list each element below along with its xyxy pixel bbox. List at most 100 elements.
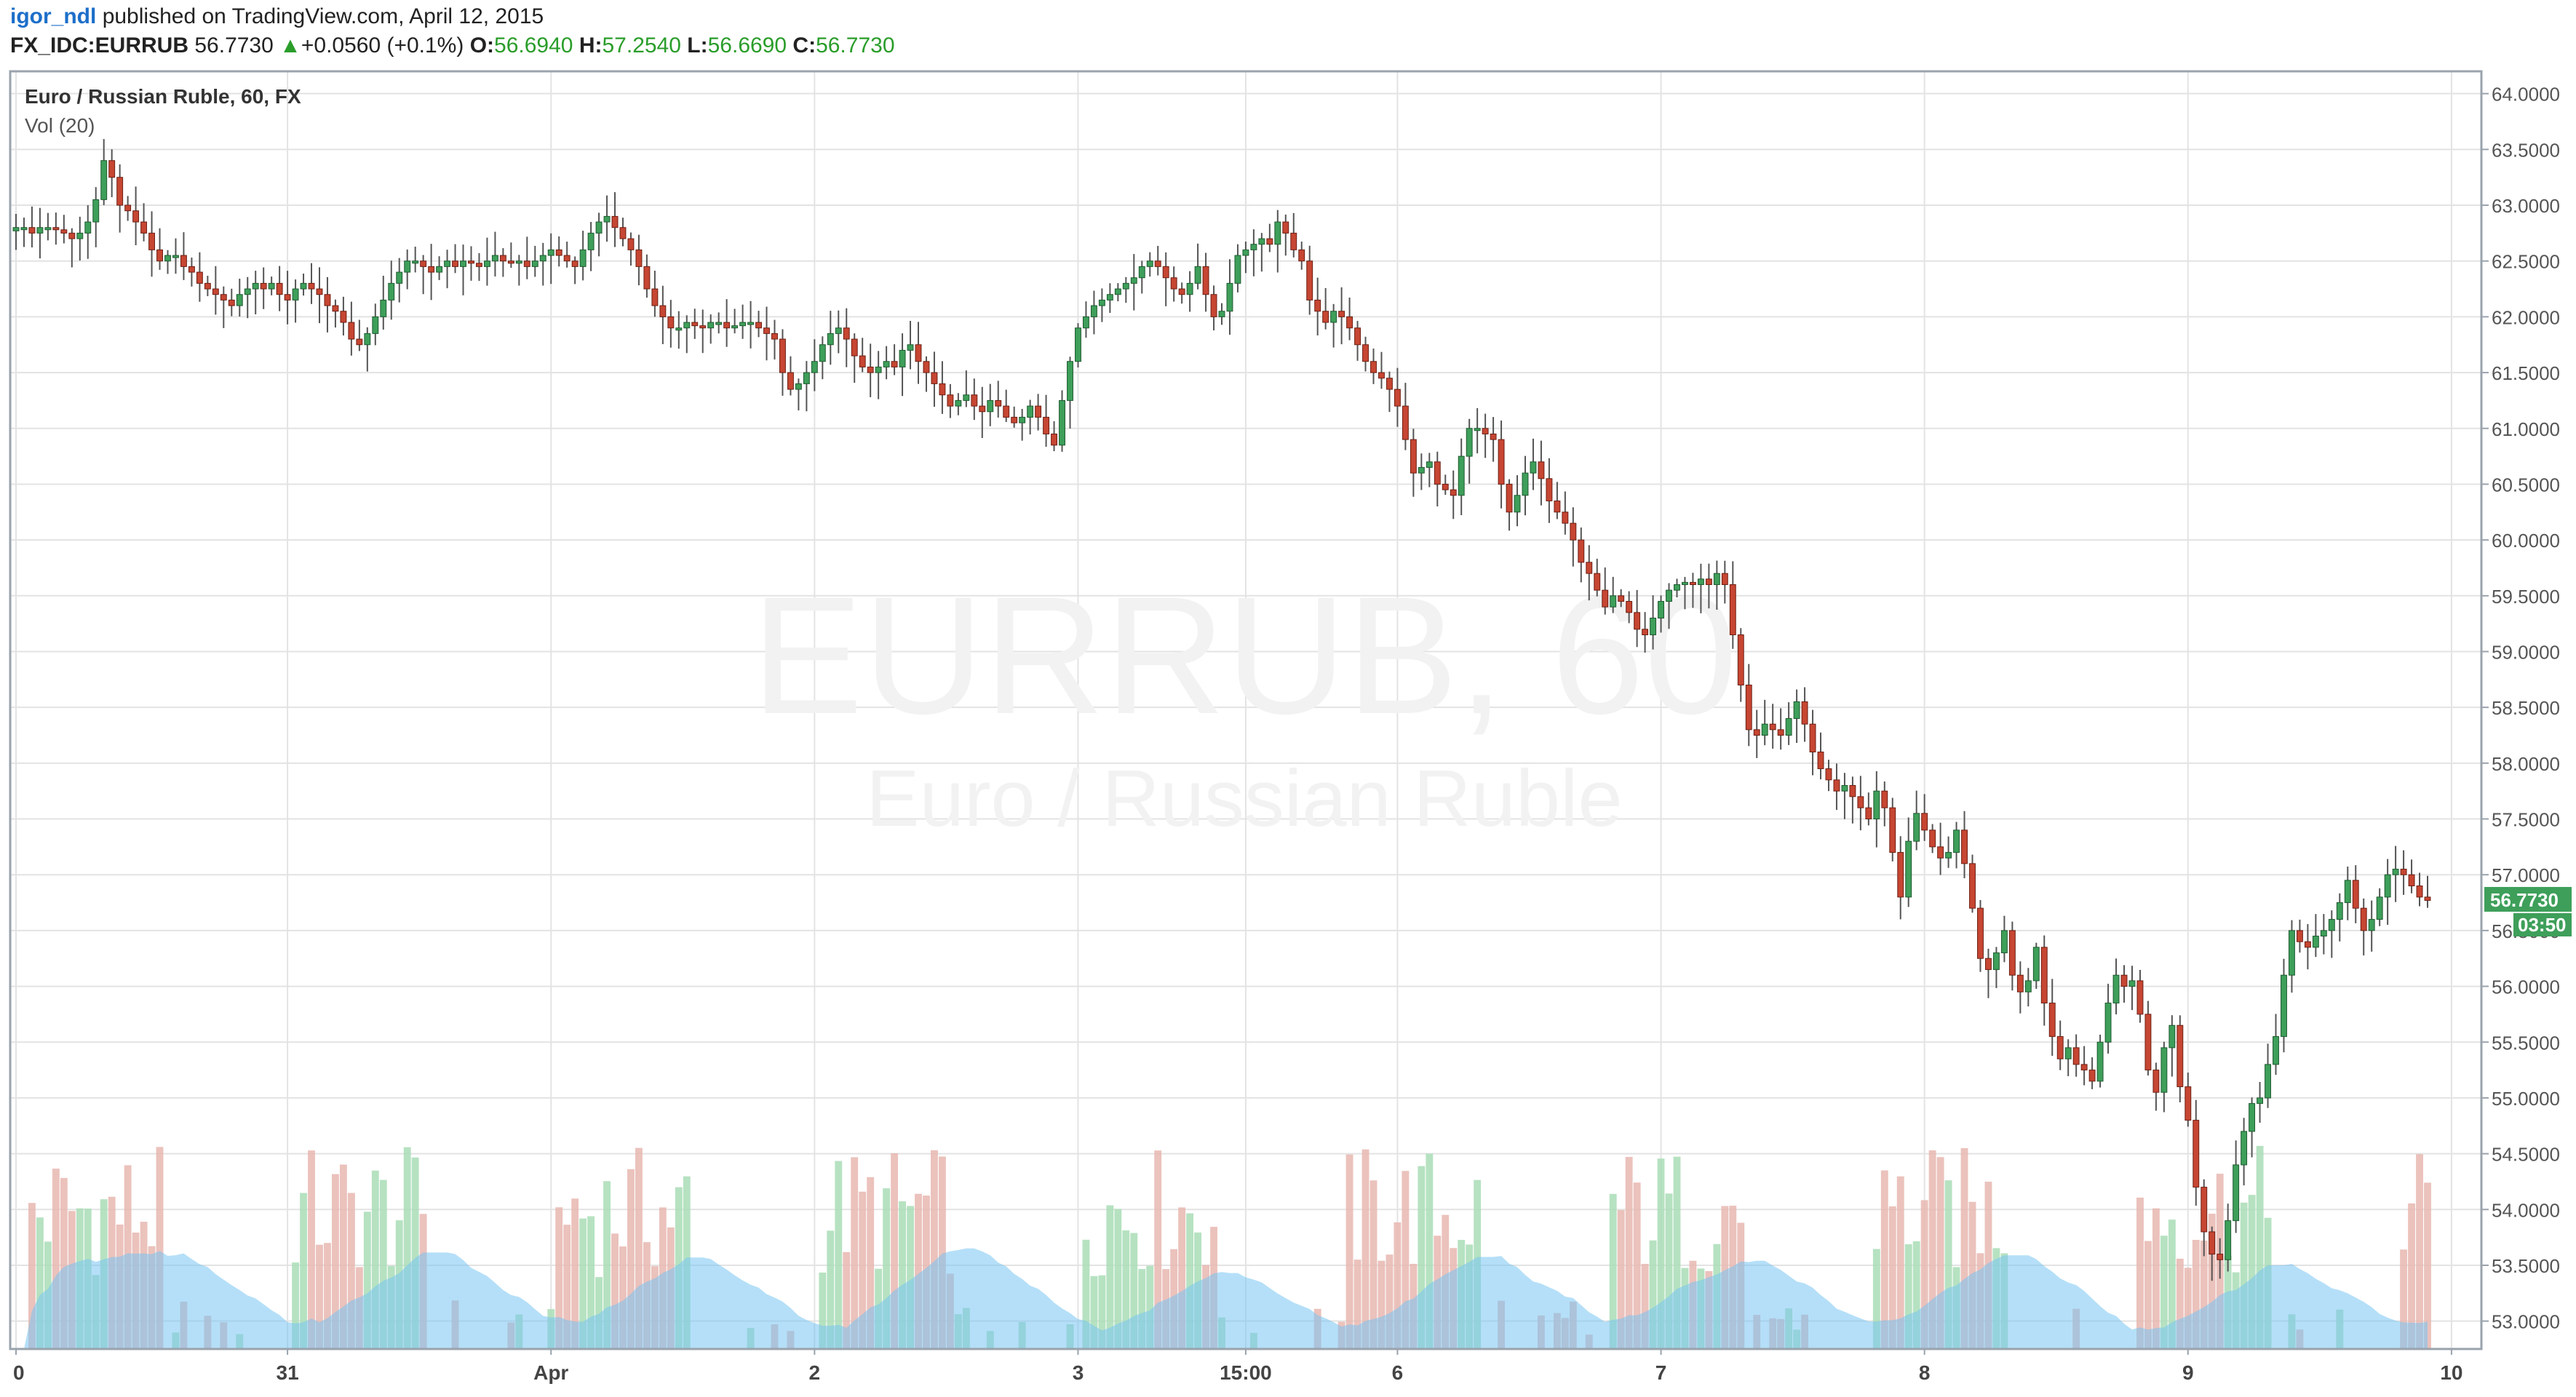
candle-up — [2312, 936, 2319, 948]
candle-down — [1833, 779, 1840, 792]
y-tick-label: 64.0000 — [2492, 84, 2560, 106]
candle-up — [827, 333, 834, 346]
volume-bar — [851, 1157, 859, 1349]
candle-up — [300, 282, 307, 290]
candle-down — [1442, 483, 1449, 490]
candle-down — [132, 210, 140, 223]
candle-down — [428, 266, 435, 273]
x-tick-label: 10 — [2440, 1361, 2462, 1384]
candle-down — [1162, 266, 1169, 279]
candle-up — [1761, 723, 1768, 736]
candle-up — [1682, 581, 1688, 585]
candle-down — [2016, 974, 2024, 992]
candle-up — [2096, 1041, 2104, 1082]
candle-up — [1059, 399, 1065, 446]
candle-up — [955, 399, 962, 407]
volume-bar — [2208, 1214, 2216, 1349]
candle-up — [252, 282, 259, 290]
volume-bar — [1106, 1205, 1114, 1349]
price-tag-value: 56.7730 — [2490, 889, 2559, 911]
close-label: C: — [792, 33, 816, 57]
candle-down — [204, 282, 211, 290]
candle-down — [1210, 294, 1217, 317]
volume-bar — [899, 1201, 906, 1349]
candle-down — [1154, 260, 1161, 267]
candle-up — [683, 322, 691, 329]
last-price-tag: 56.7730 03:50 — [2484, 887, 2572, 937]
open-value: 56.6940 — [494, 33, 573, 57]
candle-up — [1098, 299, 1105, 306]
candle-down — [939, 383, 946, 396]
candle-up — [2376, 896, 2383, 920]
candle-down — [1202, 266, 1209, 295]
candle-up — [76, 232, 84, 239]
volume-bar — [363, 1211, 371, 1349]
candle-down — [1705, 578, 1712, 585]
candle-down — [1290, 232, 1297, 250]
candle-down — [2080, 1064, 2088, 1071]
candle-up — [12, 227, 20, 231]
volume-bar — [2192, 1240, 2200, 1349]
candle-down — [555, 249, 562, 256]
volume-bar — [1098, 1275, 1106, 1349]
candle-down — [1003, 405, 1010, 418]
candle-down — [1825, 768, 1832, 781]
volume-bar — [2248, 1195, 2256, 1349]
candle-up — [1514, 495, 1521, 513]
low-value: 56.6690 — [707, 33, 787, 57]
symbol-label[interactable]: FX_IDC:EURRUB — [10, 33, 189, 57]
volume-bar — [915, 1193, 922, 1349]
volume-bar — [347, 1193, 355, 1349]
candle-down — [1809, 723, 1816, 753]
y-tick-label: 62.0000 — [2492, 306, 2560, 328]
x-tick-label: 31 — [277, 1361, 299, 1384]
candle-down — [723, 322, 731, 329]
volume-bar — [1888, 1206, 1896, 1349]
volume-bar — [2424, 1182, 2431, 1349]
candle-down — [1282, 221, 1289, 234]
candle-down — [843, 327, 850, 340]
candle-down — [1178, 288, 1185, 295]
candle-down — [116, 177, 124, 206]
candle-up — [2104, 1003, 2112, 1043]
volume-bar — [2256, 1145, 2264, 1349]
candle-down — [1849, 785, 1856, 797]
candle-down — [1498, 439, 1505, 485]
low-label: L: — [687, 33, 708, 57]
candle-down — [1354, 327, 1361, 346]
candle-up — [707, 322, 715, 329]
price-axis[interactable]: 53.0000 53.5000 54.0000 54.5000 55.0000 55.50… — [2481, 84, 2560, 1333]
volume-bar — [1130, 1233, 1138, 1349]
candle-up — [164, 255, 171, 262]
candle-down — [1977, 907, 1984, 959]
volume-bar — [36, 1217, 44, 1349]
volume-bar — [1960, 1147, 1968, 1349]
candle-down — [180, 255, 187, 267]
author-link[interactable]: igor_ndl — [10, 4, 97, 28]
series-legend[interactable]: Euro / Russian Ruble, 60, FX — [25, 85, 301, 108]
candle-up — [1186, 282, 1193, 295]
candle-up — [1258, 238, 1265, 245]
candle-down — [1626, 600, 1633, 613]
volume-bar — [1665, 1193, 1673, 1349]
volume-bar — [611, 1233, 619, 1349]
candle-down — [2400, 869, 2407, 875]
candle-down — [931, 372, 938, 384]
volume-ma-area — [16, 1248, 2428, 1349]
candle-up — [1027, 405, 1034, 418]
candle-up — [396, 271, 403, 284]
price-tag-box — [2484, 887, 2572, 912]
volume-bar — [1609, 1193, 1617, 1349]
volume-bar — [2400, 1249, 2408, 1349]
candle-down — [260, 282, 267, 290]
candle-up — [1122, 282, 1129, 290]
y-tick-label: 55.0000 — [2492, 1088, 2560, 1110]
volume-legend[interactable]: Vol (20) — [25, 114, 95, 137]
candle-down — [891, 361, 898, 367]
candle-up — [2160, 1047, 2168, 1093]
candle-down — [2296, 930, 2303, 942]
candle-down — [1929, 829, 1936, 848]
candle-up — [675, 327, 683, 331]
